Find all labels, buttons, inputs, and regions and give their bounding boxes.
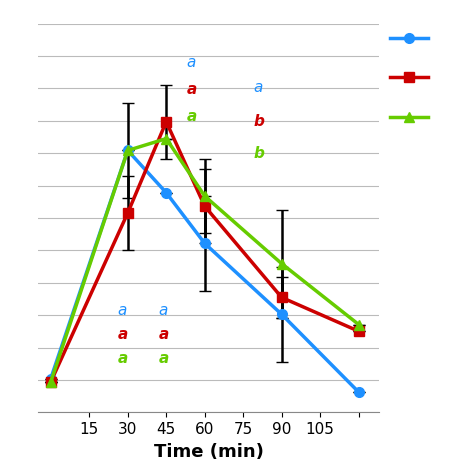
Text: a: a	[158, 327, 169, 342]
Text: b: b	[254, 146, 264, 161]
Text: a: a	[187, 55, 196, 70]
Legend: , , : , ,	[390, 31, 441, 125]
X-axis label: Time (min): Time (min)	[154, 443, 264, 461]
Text: a: a	[118, 327, 128, 342]
Text: b: b	[254, 114, 264, 129]
Text: a: a	[118, 303, 127, 319]
Text: a: a	[158, 351, 169, 366]
Text: a: a	[118, 351, 128, 366]
Text: a: a	[187, 82, 197, 97]
Text: a: a	[254, 81, 263, 95]
Text: a: a	[187, 109, 197, 124]
Text: a: a	[158, 303, 168, 319]
